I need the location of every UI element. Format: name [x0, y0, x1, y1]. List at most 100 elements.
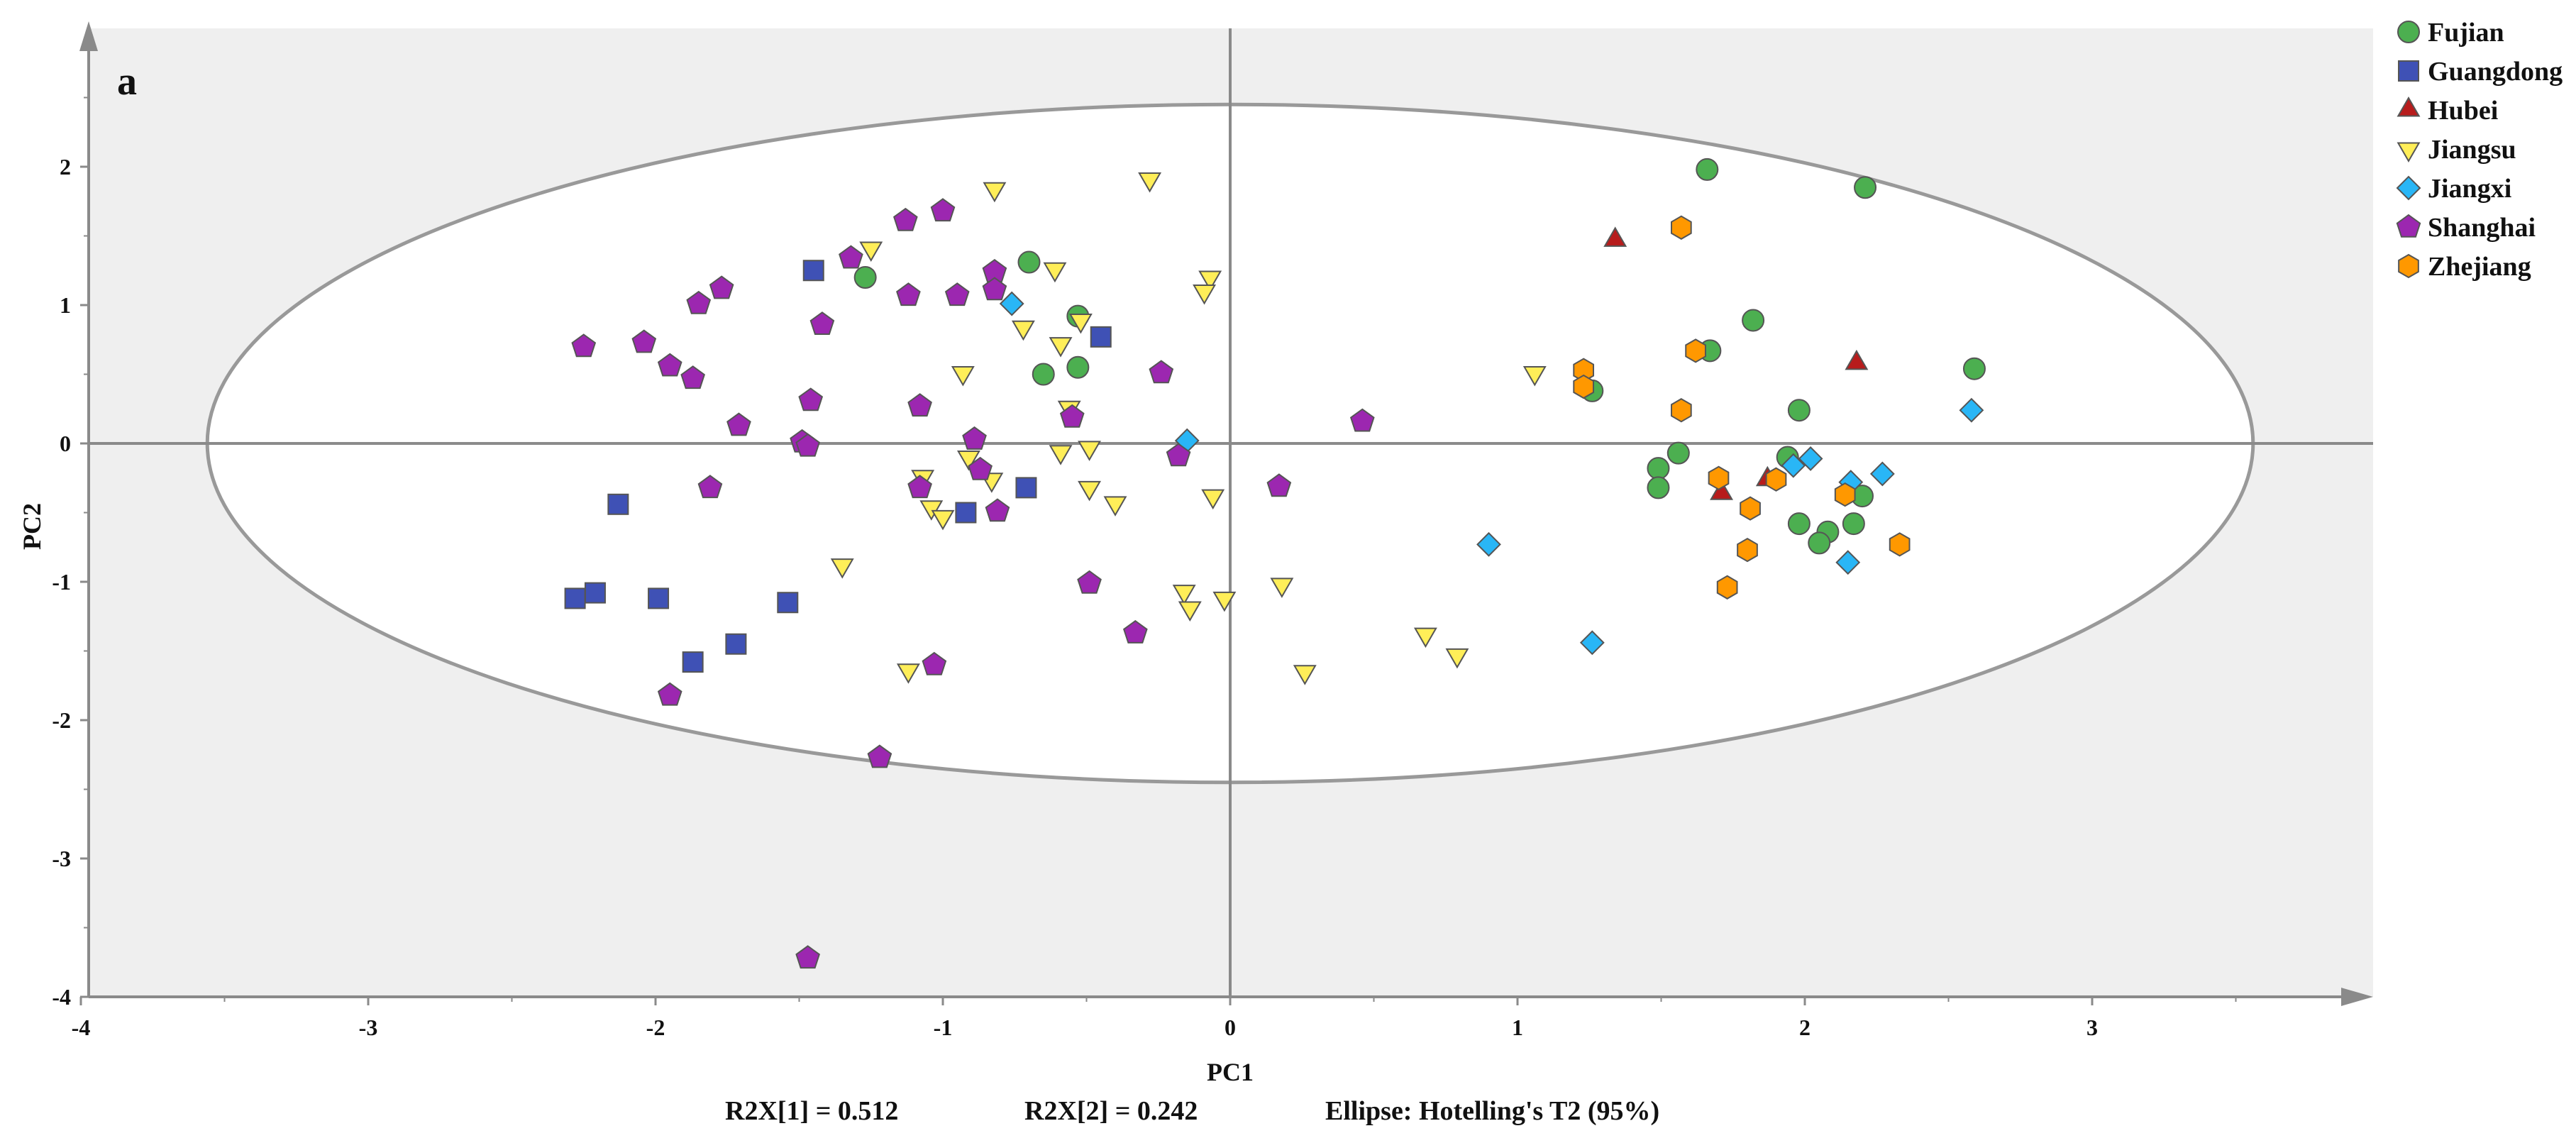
data-point-fujian [1787, 399, 1811, 422]
data-point-jiangxi [1579, 630, 1605, 656]
data-point-jiangsu [1270, 578, 1294, 598]
data-point-fujian [1854, 176, 1877, 199]
legend-marker-zhejiang [2398, 253, 2419, 279]
r2x2-label: R2X[2] = 0.242 [1024, 1096, 1198, 1126]
legend-label: Zhejiang [2428, 252, 2531, 282]
data-point-jiangsu [1043, 262, 1067, 283]
data-point-shanghai [709, 275, 734, 299]
data-point-shanghai [962, 426, 987, 450]
data-point-guangdong [584, 582, 606, 604]
legend-item-jiangsu: Jiangsu [2397, 135, 2516, 165]
data-point-guangdong [725, 633, 747, 655]
series-guangdong [564, 260, 1112, 673]
data-point-jiangsu [1138, 172, 1162, 193]
data-point-fujian [1787, 512, 1811, 536]
data-point-zhejiang [1740, 496, 1761, 521]
data-point-shanghai [726, 412, 751, 436]
data-point-guangdong [564, 587, 586, 609]
series-zhejiang [1573, 215, 1911, 600]
x-tick-label: 3 [2086, 1015, 2098, 1040]
data-point-fujian [1742, 309, 1765, 332]
legend-marker-jiangsu [2397, 142, 2421, 163]
legend-label: Jiangsu [2428, 135, 2516, 165]
data-point-shanghai [571, 333, 597, 358]
data-point-shanghai [896, 282, 921, 307]
data-point-guangdong [777, 592, 799, 614]
data-point-shanghai [798, 387, 824, 412]
data-point-jiangsu [859, 241, 883, 263]
data-point-shanghai [1349, 408, 1375, 432]
legend-marker-fujian [2397, 21, 2420, 43]
data-point-guangdong [1015, 477, 1037, 499]
y-tick-label: 1 [60, 292, 71, 318]
data-point-jiangsu [896, 663, 920, 684]
legend-marker-shanghai [2396, 214, 2421, 238]
data-point-jiangsu [1078, 480, 1102, 502]
data-point-shanghai [907, 393, 932, 417]
x-tick-label: 1 [1512, 1015, 1523, 1040]
data-point-fujian [1647, 476, 1670, 499]
data-point-fujian [1032, 363, 1055, 386]
data-point-jiangsu [1212, 591, 1237, 612]
data-point-shanghai [1149, 360, 1174, 384]
data-point-guangdong [1090, 326, 1112, 348]
y-axis-title: PC2 [18, 503, 46, 550]
data-point-shanghai [982, 277, 1007, 301]
series-shanghai [571, 198, 1375, 969]
data-point-fujian [1647, 457, 1670, 480]
data-point-shanghai [1266, 473, 1292, 497]
legend-label: Fujian [2428, 18, 2504, 48]
data-point-jiangsu [1413, 627, 1437, 648]
r2x1-label: R2X[1] = 0.512 [725, 1096, 898, 1126]
data-point-jiangsu [1011, 320, 1035, 341]
data-point-guangdong [648, 587, 670, 609]
data-point-jiangxi [1781, 453, 1806, 478]
data-point-zhejiang [1765, 467, 1787, 492]
data-point-shanghai [907, 475, 932, 499]
data-point-shanghai [795, 433, 820, 457]
data-point-jiangsu [1201, 489, 1225, 510]
legend-label: Shanghai [2428, 213, 2536, 243]
y-tick-label: -4 [52, 984, 71, 1010]
data-point-jiangsu [1178, 601, 1202, 622]
data-point-shanghai [1123, 619, 1148, 644]
data-point-jiangsu [1078, 441, 1102, 461]
legend-marker-guangdong [2398, 60, 2419, 82]
x-axis-title: PC1 [1207, 1058, 1254, 1086]
data-point-zhejiang [1737, 537, 1758, 563]
data-point-shanghai [867, 744, 892, 768]
data-point-jiangxi [1835, 550, 1861, 575]
x-tick-label: -1 [934, 1015, 953, 1040]
data-point-jiangxi [1959, 397, 1984, 423]
data-point-hubei [1845, 349, 1869, 370]
data-point-fujian [853, 266, 877, 289]
data-point-fujian [1808, 531, 1831, 555]
data-point-zhejiang [1889, 532, 1911, 557]
data-point-jiangsu [1198, 270, 1222, 292]
data-point-jiangsu [1193, 285, 1217, 305]
data-point-hubei [1603, 226, 1627, 247]
data-point-shanghai [795, 945, 820, 969]
data-point-zhejiang [1716, 575, 1738, 600]
data-point-shanghai [697, 475, 723, 499]
data-point-fujian [1842, 512, 1865, 536]
legend-item-fujian: Fujian [2397, 18, 2504, 48]
data-point-zhejiang [1685, 338, 1706, 363]
panel-label: a [117, 60, 137, 104]
data-point-jiangsu [1172, 585, 1196, 605]
ellipse-caption: Ellipse: Hotelling's T2 (95%) [1325, 1096, 1659, 1126]
x-tick-label: 0 [1225, 1015, 1236, 1040]
data-point-jiangxi [1869, 461, 1895, 487]
data-point-shanghai [930, 198, 956, 222]
data-point-zhejiang [1573, 374, 1595, 399]
data-point-shanghai [985, 498, 1010, 522]
data-point-jiangxi [999, 291, 1024, 316]
x-axis-arrow [2341, 988, 2373, 1006]
data-point-jiangsu [983, 182, 1007, 203]
x-tick-label: -2 [646, 1015, 665, 1040]
data-point-shanghai [686, 290, 712, 314]
data-point-guangdong [682, 651, 704, 673]
data-point-guangdong [607, 493, 629, 515]
data-point-jiangxi [1476, 531, 1501, 557]
